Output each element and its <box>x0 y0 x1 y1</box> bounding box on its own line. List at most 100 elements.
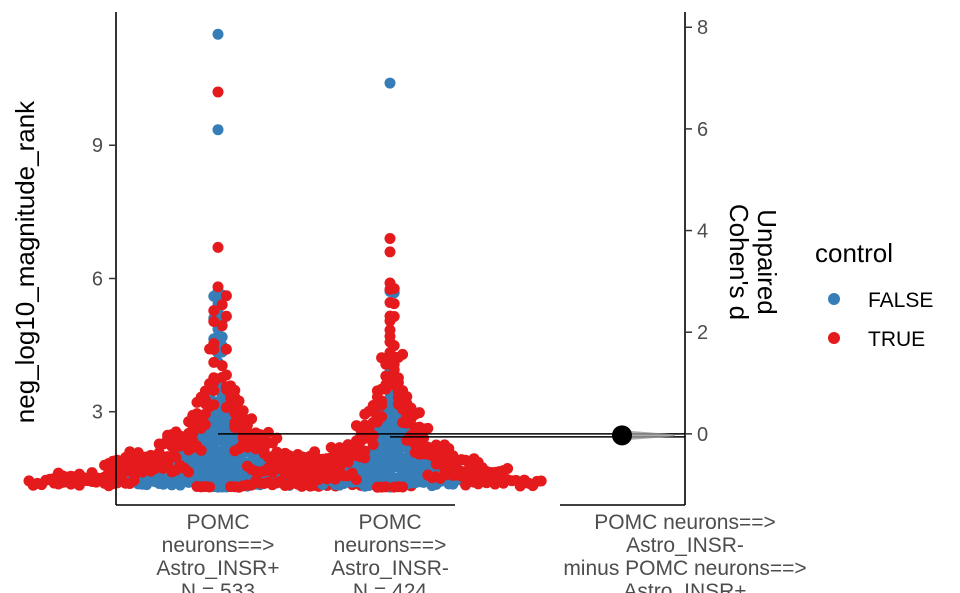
swarm-point <box>325 442 337 454</box>
swarm-point <box>367 399 379 411</box>
swarm-point <box>216 299 228 311</box>
swarm-point <box>380 370 392 382</box>
swarm-point <box>241 419 253 431</box>
swarm-point <box>413 407 425 419</box>
swarm-point <box>212 86 224 98</box>
swarm-point <box>535 475 547 487</box>
swarm-point <box>325 452 337 464</box>
y-tick-label-left: 6 <box>92 268 103 290</box>
swarm-point <box>220 310 232 322</box>
swarm-point <box>376 352 388 364</box>
swarm-point <box>212 281 224 293</box>
y-tick-label-right: 4 <box>697 221 708 243</box>
x-label-effect-1: POMC neurons==>Astro_INSR- <box>594 511 776 557</box>
bootstrap-distribution <box>622 430 675 441</box>
swarm-point <box>212 124 224 136</box>
swarm-point <box>271 432 283 444</box>
swarm-point <box>191 396 203 408</box>
x-label-effect-2: minus POMC neurons==>Astro_INSR+ <box>563 557 807 593</box>
swarm-point <box>166 440 178 452</box>
swarm-point <box>384 330 396 342</box>
swarm-point <box>472 456 484 468</box>
swarm-point <box>388 340 400 352</box>
legend-marker-true <box>828 332 840 344</box>
swarm-point <box>392 376 404 388</box>
swarm-point <box>388 283 400 295</box>
swarm-point <box>212 241 224 253</box>
legend-label-true: TRUE <box>868 328 925 351</box>
swarm-point <box>262 426 274 438</box>
swarm-point <box>384 77 396 89</box>
swarm-point <box>350 420 362 432</box>
swarm-point <box>367 416 379 428</box>
swarm-point <box>204 343 216 355</box>
y-tick-label-right: 0 <box>697 424 708 446</box>
swarm-point <box>120 451 132 463</box>
swarm-point <box>405 402 417 414</box>
swarm-point <box>371 481 383 493</box>
y-tick-label-right: 2 <box>697 322 708 344</box>
swarm-point <box>258 445 270 457</box>
swarm-points <box>23 28 547 493</box>
swarm-point <box>212 28 224 40</box>
swarm-point <box>371 385 383 397</box>
swarm-point <box>208 305 220 317</box>
x-label-group2: POMC neurons==>Astro_INSR- <box>331 511 449 580</box>
swarm-point <box>229 384 241 396</box>
x-label-block-group1: POMC neurons==>Astro_INSR+ N = 533 <box>136 511 300 593</box>
y-axis-label-right-2: Cohen's d <box>724 204 754 320</box>
swarm-point <box>220 290 232 302</box>
swarm-point <box>397 481 409 493</box>
swarm-point <box>447 450 459 462</box>
legend-title: control <box>815 238 893 268</box>
swarm-point <box>397 348 409 360</box>
y-axis-label-left: neg_log10_magnitude_rank <box>10 100 40 423</box>
swarm-point <box>359 408 371 420</box>
swarm-point <box>502 463 514 475</box>
swarm-point <box>220 369 232 381</box>
x-n-group1: N = 533 <box>180 580 256 593</box>
swarm-point <box>271 462 283 474</box>
swarm-point <box>153 438 165 450</box>
swarm-point <box>388 298 400 310</box>
y-tick-label-right: 6 <box>697 119 708 141</box>
swarm-point <box>44 473 56 485</box>
axes: 3 6 9 0 2 4 6 8 <box>92 12 708 506</box>
x-n-group2: N = 424 <box>352 580 428 593</box>
y-tick-label-right: 8 <box>697 17 708 39</box>
swarm-point <box>388 364 400 376</box>
legend-marker-false <box>828 293 840 305</box>
effect-size-point <box>612 425 632 446</box>
swarm-point <box>187 409 199 421</box>
swarm-point <box>103 464 115 476</box>
x-label-block-effect: POMC neurons==>Astro_INSR- minus POMC ne… <box>540 511 830 593</box>
swarm-point <box>216 360 228 372</box>
swarm-point <box>199 398 211 410</box>
swarm-point <box>162 429 174 441</box>
swarm-point <box>405 413 417 425</box>
x-label-block-group2: POMC neurons==>Astro_INSR- N = 424 <box>308 511 472 593</box>
y-tick-label-left: 9 <box>92 135 103 157</box>
swarm-point <box>191 481 203 493</box>
swarm-point <box>422 422 434 434</box>
swarm-point <box>355 431 367 443</box>
swarm-point <box>384 233 396 245</box>
swarm-point <box>187 423 199 435</box>
swarm-point <box>401 391 413 403</box>
swarm-point <box>237 480 249 492</box>
x-label-group1: POMC neurons==>Astro_INSR+ <box>156 511 280 580</box>
swarm-point <box>208 316 220 328</box>
legend-label-false: FALSE <box>868 289 933 312</box>
swarm-point <box>23 475 35 487</box>
swarm-point <box>216 320 228 332</box>
y-tick-label-left: 3 <box>92 402 103 424</box>
swarm-point <box>384 315 396 327</box>
swarm-point <box>279 468 291 480</box>
swarm-point <box>237 405 249 417</box>
y-axis-label-right-1: Unpaired <box>752 209 782 315</box>
swarm-point <box>384 246 396 258</box>
swarm-point <box>233 395 245 407</box>
swarm-point <box>199 385 211 397</box>
